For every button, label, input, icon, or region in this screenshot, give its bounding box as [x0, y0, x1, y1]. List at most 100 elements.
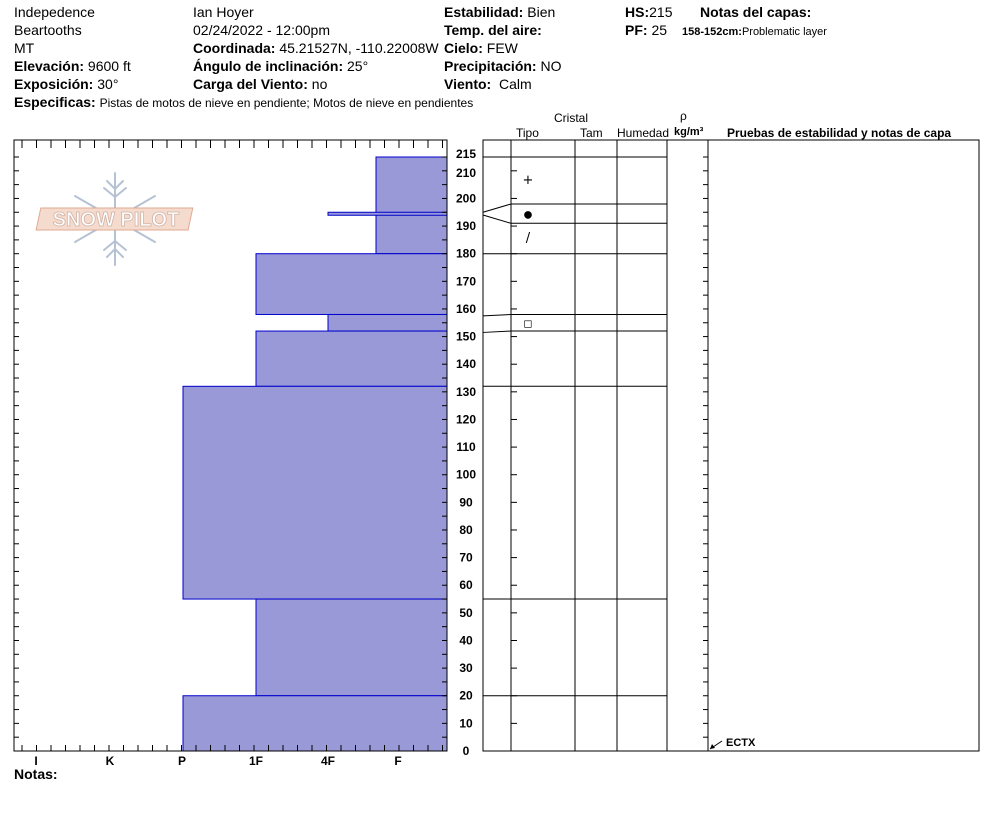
elevation-value: 9600 ft: [87, 58, 131, 74]
wind: Viento: Calm: [444, 76, 532, 92]
depth-label: 30: [459, 661, 473, 675]
sky-value: FEW: [486, 40, 518, 56]
angle-value: 25°: [347, 58, 369, 74]
depth-label: 70: [459, 551, 473, 565]
depth-label: 150: [456, 330, 476, 344]
depth-label: 140: [456, 357, 476, 371]
sky: Cielo: FEW: [444, 40, 518, 56]
hs-value: 215: [649, 4, 673, 20]
type-header: Tipo: [516, 126, 539, 140]
specifics-label: Especificas:: [14, 94, 96, 110]
coord-value: 45.21527N, -110.22008W: [279, 40, 439, 56]
layer-note-text: Problematic layer: [741, 26, 827, 38]
grain-symbol-rounded: ●: [524, 210, 533, 221]
depth-label: 190: [456, 219, 476, 233]
depth-label: 90: [459, 495, 473, 509]
crystal-header: Cristal: [554, 111, 589, 125]
depth-label: 170: [456, 274, 476, 288]
hardness-label: K: [106, 754, 115, 768]
wind-value: Calm: [498, 76, 532, 92]
datetime: 02/24/2022 - 12:00pm: [193, 22, 330, 38]
layer-notes-label: Notas del capas:: [700, 4, 812, 20]
specifics: Especificas: Pistas de motos de nieve en…: [14, 94, 473, 111]
depth-label: 200: [456, 191, 476, 205]
hs: HS:215: [625, 4, 672, 20]
depth-label: 210: [456, 166, 476, 180]
coordinates: Coordinada: 45.21527N, -110.22008W: [193, 40, 439, 56]
hardness-bar: [255, 253, 448, 315]
depth-label: 50: [459, 606, 473, 620]
depth-label: 215: [456, 147, 476, 161]
depth-label: 100: [456, 468, 476, 482]
density-unit-header: kg/m³: [674, 126, 704, 138]
precipitation: Precipitación: NO: [444, 58, 561, 74]
location: Indepedence: [14, 4, 95, 20]
pf-value: 25: [651, 22, 668, 38]
elevation-label: Elevación:: [14, 58, 85, 74]
stability-label: Estabilidad:: [444, 4, 524, 20]
logo-text: SNOW PILOT: [53, 209, 180, 231]
depth-label: 20: [459, 689, 473, 703]
hardness-label: P: [178, 754, 186, 768]
rho-header: ρ: [680, 109, 687, 123]
depth-label: 160: [456, 302, 476, 316]
elevation: Elevación: 9600 ft: [14, 58, 131, 74]
hardness-bar: [327, 313, 448, 332]
depth-label: 80: [459, 523, 473, 537]
hardness-label: F: [394, 754, 401, 768]
pf-label: PF:: [625, 22, 648, 38]
hs-label: HS:: [625, 4, 650, 20]
depth-label: 0: [463, 744, 470, 758]
hardness-bar: [255, 598, 448, 697]
size-header: Tam: [580, 126, 603, 140]
wind-load: Carga del Viento: no: [193, 76, 327, 92]
layer-note-depth: 158-152cm:: [682, 26, 742, 38]
wind-load-value: no: [311, 76, 328, 92]
grain-symbol-decomposing: /: [526, 231, 531, 246]
connector-line: [482, 203, 512, 213]
chart-frame: [13, 139, 448, 752]
hardness-bar: [182, 385, 448, 600]
connector-line: [482, 214, 512, 224]
moisture-header: Humedad: [617, 126, 670, 140]
hardness-bar: [255, 330, 448, 387]
hardness-label: 1F: [249, 754, 263, 768]
tests-header: Pruebas de estabilidad y notas de capa: [727, 126, 952, 140]
hardness-bar: [182, 695, 448, 752]
depth-label: 120: [456, 412, 476, 426]
stability: Estabilidad: Bien: [444, 4, 555, 20]
observer: Ian Hoyer: [193, 4, 254, 20]
depth-label: 40: [459, 633, 473, 647]
snowpilot-logo: SNOW PILOT: [35, 172, 194, 266]
table-frame: [482, 139, 980, 752]
stability-test-label: ECTX: [726, 737, 756, 749]
range: Beartooths: [14, 22, 82, 38]
depth-label: 60: [459, 578, 473, 592]
air-temp-label: Temp. del aire:: [444, 22, 542, 38]
wind-label: Viento:: [444, 76, 492, 92]
precip-value: NO: [540, 58, 562, 74]
stability-value: Bien: [527, 4, 556, 20]
connector-line: [482, 330, 512, 333]
notes-label: Notas:: [14, 766, 58, 782]
aspect-value: 30°: [97, 76, 119, 92]
depth-label: 180: [456, 247, 476, 261]
connector-line: [482, 313, 512, 317]
test-pointer-head: [710, 744, 715, 749]
state: MT: [14, 40, 35, 56]
pf: PF: 25: [625, 22, 667, 38]
aspect: Exposición: 30°: [14, 76, 118, 92]
depth-label: 130: [456, 385, 476, 399]
precip-label: Precipitación:: [444, 58, 537, 74]
wind-load-label: Carga del Viento:: [193, 76, 308, 92]
depth-label: 110: [456, 440, 476, 454]
depth-label: 10: [459, 716, 473, 730]
thin-layer-bar: [327, 211, 448, 216]
hardness-label: I: [34, 754, 37, 768]
hardness-label: 4F: [321, 754, 335, 768]
slope-angle: Ángulo de inclinación: 25°: [193, 58, 368, 74]
grain-symbol-faceted: ◻: [523, 317, 532, 330]
grain-symbol-precip: +: [523, 173, 534, 188]
aspect-label: Exposición:: [14, 76, 94, 92]
